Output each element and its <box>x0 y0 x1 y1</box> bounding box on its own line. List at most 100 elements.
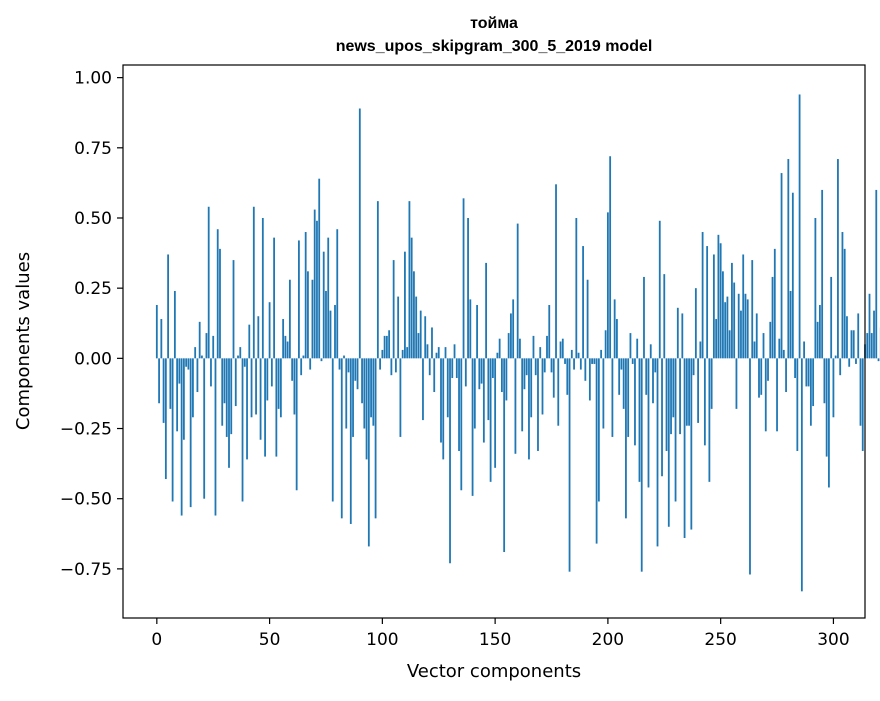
bar-component-246 <box>711 358 713 409</box>
bar-component-286 <box>801 358 803 591</box>
bar-component-265 <box>754 342 756 359</box>
bar-component-104 <box>390 358 392 375</box>
bar-component-17 <box>194 347 196 358</box>
bar-component-195 <box>596 358 598 543</box>
bar-component-316 <box>869 294 871 359</box>
bar-component-117 <box>420 311 422 359</box>
bar-component-97 <box>375 358 377 518</box>
bar-component-147 <box>487 358 489 420</box>
bar-component-78 <box>332 358 334 501</box>
bar-component-193 <box>591 358 593 364</box>
bar-component-94 <box>368 358 370 546</box>
bar-component-71 <box>316 221 318 359</box>
bar-component-109 <box>402 350 404 358</box>
bar-component-133 <box>456 358 458 378</box>
bar-component-220 <box>652 358 654 403</box>
bar-component-134 <box>458 358 460 451</box>
bar-component-256 <box>733 283 735 359</box>
bar-component-33 <box>230 358 232 434</box>
bar-component-79 <box>334 305 336 358</box>
bar-component-232 <box>679 358 681 434</box>
bar-component-20 <box>201 356 203 359</box>
bar-component-215 <box>641 358 643 571</box>
bar-component-190 <box>584 358 586 380</box>
bar-component-135 <box>460 358 462 490</box>
bar-component-213 <box>636 339 638 359</box>
bar-component-252 <box>724 302 726 358</box>
bar-component-188 <box>580 358 582 369</box>
bar-component-266 <box>756 313 758 358</box>
bar-component-319 <box>875 190 877 358</box>
bar-component-163 <box>524 358 526 389</box>
bar-component-150 <box>494 358 496 467</box>
bar-component-217 <box>645 358 647 394</box>
bar-component-176 <box>553 358 555 397</box>
bar-component-67 <box>307 271 309 358</box>
bar-component-159 <box>515 358 517 453</box>
bar-component-129 <box>447 358 449 417</box>
bar-component-107 <box>397 297 399 359</box>
bar-component-100 <box>381 350 383 358</box>
bar-component-198 <box>602 358 604 428</box>
bar-component-247 <box>713 254 715 358</box>
bar-component-318 <box>873 311 875 359</box>
bar-component-5 <box>167 254 169 358</box>
bar-component-22 <box>206 333 208 358</box>
bar-component-39 <box>244 358 246 366</box>
chart-subtitle: news_upos_skipgram_300_5_2019 model <box>336 38 653 55</box>
bar-component-218 <box>648 358 650 487</box>
bar-component-153 <box>501 358 503 392</box>
bar-component-27 <box>217 229 219 358</box>
y-tick-label: 0.25 <box>74 279 112 299</box>
bar-component-279 <box>785 358 787 392</box>
bar-component-43 <box>253 207 255 359</box>
bar-component-258 <box>738 294 740 359</box>
bar-component-168 <box>535 358 537 375</box>
bar-component-7 <box>172 358 174 501</box>
bar-component-300 <box>833 358 835 417</box>
bar-component-34 <box>233 260 235 358</box>
bar-component-288 <box>805 358 807 386</box>
bar-component-211 <box>632 358 634 364</box>
bar-component-142 <box>476 305 478 358</box>
bar-component-226 <box>666 358 668 451</box>
bar-component-93 <box>366 358 368 459</box>
bar-component-280 <box>787 159 789 358</box>
bar-component-89 <box>357 358 359 389</box>
bar-component-177 <box>555 184 557 358</box>
bar-component-181 <box>564 358 566 364</box>
y-tick-label: −0.50 <box>60 490 112 510</box>
bar-component-44 <box>255 358 257 414</box>
bar-component-187 <box>578 353 580 359</box>
bar-component-317 <box>871 333 873 358</box>
bar-component-55 <box>280 358 282 417</box>
bar-component-169 <box>537 358 539 451</box>
bar-component-92 <box>363 358 365 428</box>
bar-component-125 <box>438 347 440 358</box>
bar-component-238 <box>693 358 695 375</box>
bar-component-69 <box>312 280 314 359</box>
bar-component-8 <box>174 291 176 358</box>
bar-component-155 <box>506 358 508 400</box>
bar-component-24 <box>210 358 212 386</box>
bar-component-228 <box>670 358 672 434</box>
bar-component-200 <box>607 212 609 358</box>
bar-component-208 <box>625 358 627 518</box>
bar-component-80 <box>336 229 338 358</box>
bar-component-32 <box>228 358 230 467</box>
bar-component-205 <box>618 358 620 394</box>
bar-component-13 <box>185 358 187 366</box>
bar-component-278 <box>783 350 785 358</box>
bar-component-251 <box>722 271 724 358</box>
bar-component-301 <box>835 356 837 359</box>
y-tick-label: 0.00 <box>74 349 112 369</box>
bar-component-98 <box>377 201 379 358</box>
bar-component-4 <box>165 358 167 479</box>
bar-component-259 <box>740 311 742 359</box>
bar-component-56 <box>282 319 284 358</box>
bar-component-99 <box>379 358 381 369</box>
bar-component-275 <box>776 358 778 431</box>
bar-component-83 <box>343 356 345 359</box>
bar-component-207 <box>623 358 625 409</box>
bar-component-121 <box>429 358 431 375</box>
